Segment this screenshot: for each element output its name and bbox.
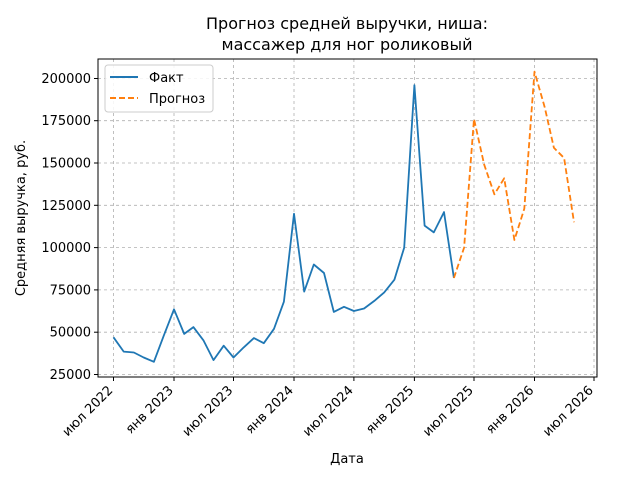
data-point-forecast (563, 157, 565, 159)
data-point-fact (303, 290, 305, 292)
legend: Факт Прогноз (104, 64, 214, 113)
data-point-forecast (573, 221, 575, 223)
data-point-fact (323, 272, 325, 274)
y-tick-label: 50000 (50, 326, 91, 341)
data-point-forecast (553, 147, 555, 149)
data-point-fact (283, 301, 285, 303)
data-point-fact (413, 84, 415, 86)
data-point-fact (423, 224, 425, 226)
y-axis-label: Средняя выручка, руб. (14, 140, 29, 296)
data-point-fact (183, 333, 185, 335)
data-point-fact (112, 336, 114, 338)
y-tick-label: 125000 (41, 199, 91, 214)
data-point-fact (133, 351, 135, 353)
data-point-forecast (503, 177, 505, 179)
y-tick-label: 175000 (41, 114, 91, 129)
chart-title-line-2: массажер для ног роликовый (222, 35, 473, 54)
data-point-fact (343, 306, 345, 308)
data-point-fact (333, 311, 335, 313)
y-tick-label: 150000 (41, 157, 91, 172)
data-point-fact (373, 300, 375, 302)
data-point-fact (123, 350, 125, 352)
data-point-fact (353, 310, 355, 312)
data-point-forecast (473, 118, 475, 120)
series-layer (112, 70, 575, 363)
x-axis-label: Дата (330, 452, 364, 467)
data-point-fact (253, 337, 255, 339)
data-point-forecast (513, 239, 515, 241)
data-point-fact (212, 359, 214, 361)
data-point-forecast (493, 193, 495, 195)
data-point-fact (223, 345, 225, 347)
y-tick-label: 25000 (50, 368, 91, 383)
y-tick-label: 75000 (50, 283, 91, 298)
data-point-fact (163, 334, 165, 336)
series-line-fact (112, 84, 455, 363)
chart-title-line-1: Прогноз средней выручки, ниша: (206, 14, 488, 33)
data-point-forecast (453, 277, 455, 279)
data-point-forecast (544, 106, 546, 108)
legend-label-fact: Факт (149, 71, 184, 86)
data-point-fact (173, 308, 175, 310)
data-point-forecast (483, 164, 485, 166)
legend-label-forecast: Прогноз (149, 92, 205, 107)
data-point-fact (232, 356, 234, 358)
data-point-fact (443, 211, 445, 213)
data-point-fact (403, 246, 405, 248)
data-point-fact (273, 328, 275, 330)
data-point-forecast (463, 246, 465, 248)
plot-frame (97, 58, 598, 378)
data-point-forecast (533, 71, 535, 73)
y-tick-label: 100000 (41, 241, 91, 256)
data-point-fact (202, 339, 204, 341)
data-point-fact (313, 263, 315, 265)
data-point-fact (363, 307, 365, 309)
data-point-forecast (523, 208, 525, 210)
data-point-fact (293, 213, 295, 215)
data-point-fact (143, 356, 145, 358)
data-point-fact (393, 279, 395, 281)
data-point-fact (243, 346, 245, 348)
data-point-fact (383, 291, 385, 293)
grid-lines (98, 59, 597, 377)
data-point-fact (153, 361, 155, 363)
chart-title: Прогноз средней выручки, ниша: массажер … (206, 14, 488, 54)
data-point-fact (433, 231, 435, 233)
y-axis-ticks: 25000 50000 75000 100000 125000 150000 175000 2… (41, 72, 98, 383)
data-point-fact (192, 326, 194, 328)
series-line-forecast (453, 70, 575, 279)
y-tick-label: 200000 (41, 72, 91, 87)
data-point-fact (263, 342, 265, 344)
